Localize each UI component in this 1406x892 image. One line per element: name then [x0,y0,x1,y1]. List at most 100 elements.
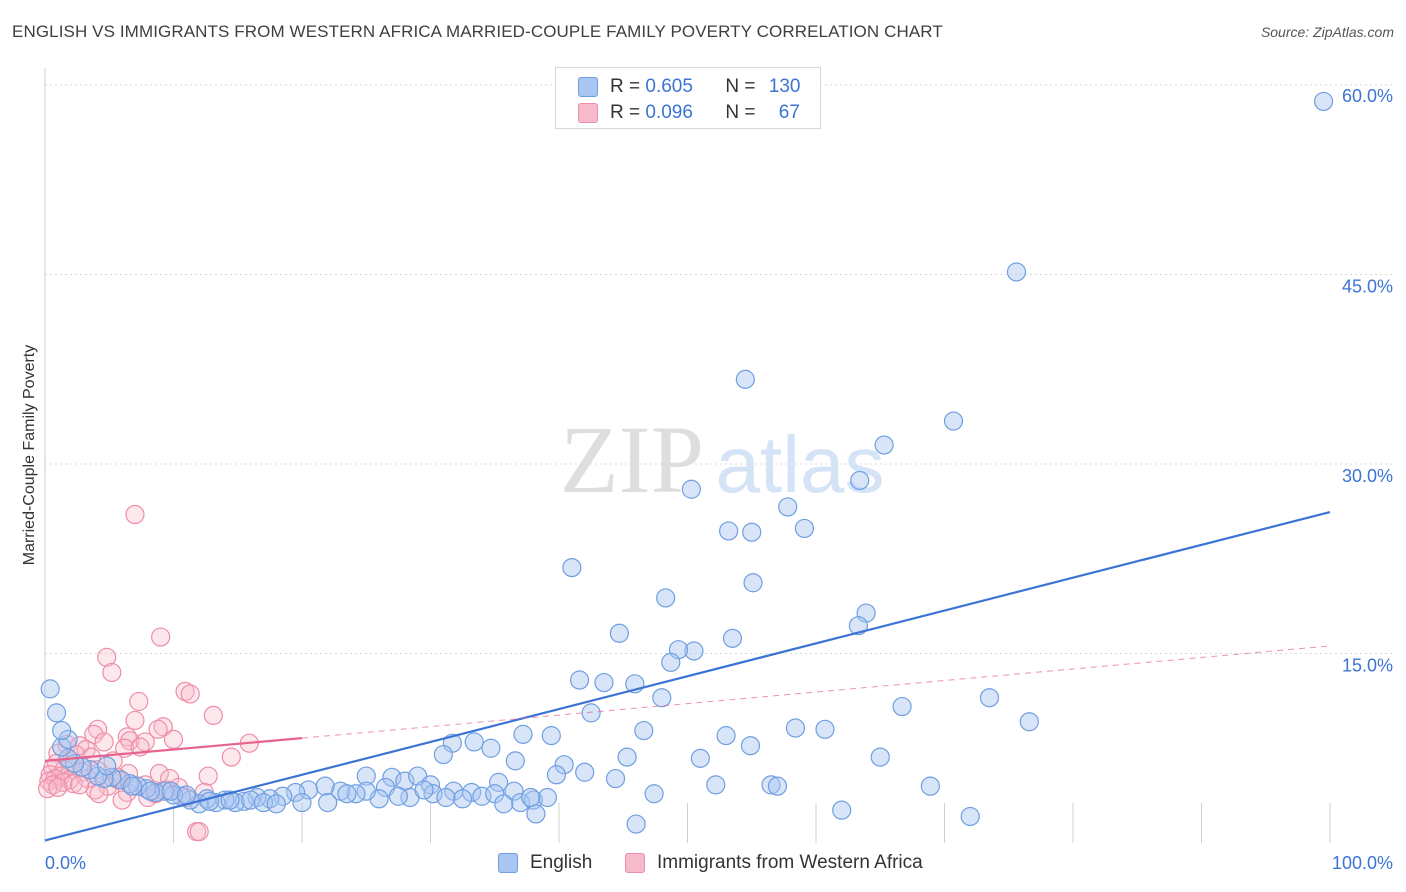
english-point [785,718,806,738]
x-tick-label: 0.0% [45,853,86,873]
english-point [778,497,798,517]
immigrants-n-value: 67 [778,102,800,123]
watermark-atlas: atlas [716,420,885,509]
english-point [735,369,755,389]
english-point [433,744,453,765]
english-point [102,767,122,787]
english-legend-swatch [498,853,518,873]
english-point [388,786,408,806]
english-point [681,479,701,499]
english-point [594,672,614,693]
legend-item-immigrants[interactable]: Immigrants from Western Africa [625,852,923,874]
english-point [494,794,514,814]
immigrants-point [125,504,145,525]
english-r-value: 0.605 [645,76,693,97]
english-point [220,790,240,810]
english-point [315,776,335,796]
watermark-zip: ZIP [560,406,704,513]
english-point [761,775,781,795]
english-point [505,751,525,771]
english-point [581,703,601,723]
english-point [979,688,1000,708]
english-point [652,688,672,708]
english-point [832,800,852,820]
english-point [742,522,762,542]
immigrants-legend-label: Immigrants from Western Africa [657,852,923,873]
english-point [815,719,835,739]
immigrants-point [198,766,218,786]
immigrants-point [84,724,104,744]
english-point [176,785,196,805]
english-point [52,720,72,741]
y-tick-label: 60.0% [1342,86,1393,106]
english-point [161,781,181,801]
axes [44,68,1331,843]
english-point [127,776,148,796]
immigrants-n-label: N = [725,102,761,123]
immigrants-point [189,822,209,842]
english-point [892,696,912,717]
immigrants-point [94,732,114,752]
english-point [848,616,869,636]
immigrants-point [221,747,241,767]
x-tick-label: 100.0% [1332,853,1393,873]
english-point [562,557,582,578]
english-point [46,703,67,723]
english-point [513,724,533,744]
english-point [382,767,402,787]
english-point [521,787,541,808]
english-point [318,792,338,813]
immigrants-point [175,681,195,702]
english-point [1313,91,1334,112]
source-label: Source: ZipAtlas.com [1260,24,1394,40]
grid-lines [45,84,1395,654]
english-point [414,780,434,800]
english-point [870,747,890,767]
english-point [575,762,595,782]
english-point [722,628,743,648]
correlation-legend: R = 0.605 N = 130 R = 0.096 N = 67 [555,67,821,129]
immigrants-point [180,684,200,704]
english-point [569,670,590,690]
immigrants-point [43,775,63,795]
english-point [122,776,142,796]
english-point [453,789,473,809]
immigrants-point [125,710,145,731]
english-point [874,435,894,455]
english-point [504,781,524,801]
immigrants-point [70,775,90,795]
english-point [292,792,312,813]
immigrants-point [129,691,149,712]
english-point [266,794,286,814]
english-swatch [578,77,598,97]
english-point [690,748,710,768]
english-legend-label: English [530,852,593,873]
legend-row-immigrants: R = 0.096 N = 67 [578,101,800,125]
immigrants-point [149,763,169,784]
english-point [767,776,788,796]
immigrants-trend-line [44,737,303,762]
immigrants-points [37,504,259,842]
english-point [1019,712,1039,732]
english-point [554,755,574,775]
english-point [943,411,964,431]
english-point [617,747,637,767]
english-point [794,518,815,539]
legend-item-english[interactable]: English [498,852,592,874]
immigrants-r-value: 0.096 [645,102,693,123]
english-point [719,521,739,541]
english-point [644,784,664,804]
immigrants-r-label: R = [610,102,646,123]
english-point [656,588,676,608]
english-point [1006,262,1027,282]
english-point [140,781,160,801]
immigrants-point [63,774,83,794]
english-point [920,776,940,796]
english-point [436,787,456,808]
immigrants-point [203,705,223,726]
immigrants-legend-swatch [625,853,645,873]
legend-row-english: R = 0.605 N = 130 [578,75,800,99]
english-point [850,470,870,491]
english-point [684,641,704,661]
